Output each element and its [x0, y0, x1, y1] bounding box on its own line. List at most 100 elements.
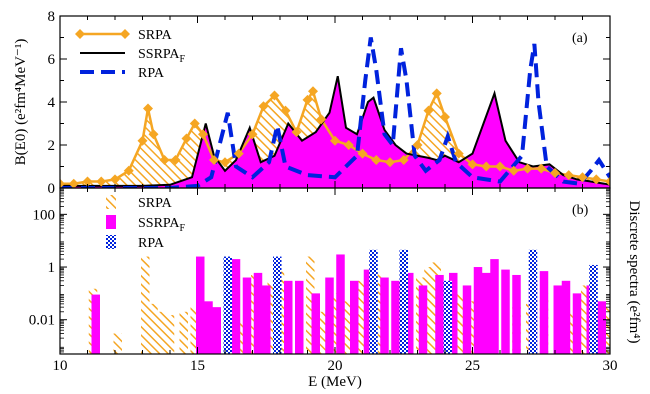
ssrpa-bar — [561, 280, 571, 354]
srpa-point — [308, 86, 318, 97]
panel-a-plot-area — [60, 37, 610, 188]
srpa-point — [536, 163, 547, 174]
rpa-bar — [369, 249, 378, 354]
ssrpa-bar — [473, 267, 483, 354]
srpa-point — [148, 129, 159, 140]
ssrpa-bar — [336, 254, 345, 354]
srpa-point — [96, 176, 107, 187]
legend-label-ssrpa: SSRPAF — [138, 47, 186, 65]
rpa-line — [60, 37, 610, 188]
panel-a-y-tick-label: 8 — [48, 9, 56, 25]
ssrpa-bar — [311, 293, 320, 354]
srpa-point — [137, 135, 148, 146]
ssrpa-bar — [325, 277, 334, 354]
legend-rpa-bar-swatch — [106, 235, 116, 249]
srpa-point — [357, 148, 368, 159]
srpa-bar — [306, 256, 315, 354]
srpa-bar — [113, 333, 122, 354]
panel-b-plot-area — [88, 249, 610, 354]
srpa-point — [371, 155, 382, 166]
srpa-point — [280, 105, 291, 116]
srpa-point — [550, 167, 560, 178]
srpa-bar — [179, 311, 188, 354]
panel-b-label: (b) — [572, 203, 589, 218]
rpa-bar — [399, 249, 408, 354]
ssrpa-bar — [449, 272, 458, 354]
panel-a-y-tick-label: 0 — [48, 181, 56, 197]
srpa-point — [258, 101, 269, 112]
ssrpa-bar — [553, 285, 562, 354]
rpa-bar — [528, 249, 538, 354]
ssrpa-bar — [462, 285, 472, 354]
ssrpa-bar — [597, 301, 606, 354]
ssrpa-bar — [405, 272, 414, 354]
legend-label-srpa: SRPA — [138, 196, 173, 211]
panel-a-label: (a) — [572, 31, 588, 46]
panel-b-legend: SRPA SSRPAF RPA — [106, 195, 186, 251]
srpa-bar — [581, 285, 590, 354]
srpa-point — [123, 165, 134, 176]
srpa-bar — [358, 280, 367, 354]
ssrpa-bar — [204, 301, 213, 354]
ssrpa-bar — [418, 285, 428, 354]
x-tick-label: 20 — [328, 358, 343, 374]
srpa-point — [330, 135, 340, 146]
srpa-point — [82, 176, 93, 187]
srpa-point — [233, 148, 244, 159]
srpa-bar — [141, 256, 150, 354]
srpa-point — [220, 157, 230, 168]
legend-srpa-bar-swatch — [106, 195, 116, 209]
panel-b-frame — [59, 187, 611, 355]
srpa-point — [385, 157, 395, 168]
legend-srpa-marker — [75, 29, 85, 39]
srpa-bar — [319, 311, 329, 354]
rpa-bar — [443, 280, 452, 354]
panel-b-y-axis-label: Discrete spectra (e²fm⁴) — [626, 201, 642, 344]
srpa-point — [605, 176, 610, 187]
x-tick-label: 25 — [465, 358, 480, 374]
ssrpa-line — [60, 75, 610, 187]
srpa-point — [481, 161, 492, 172]
srpa-point — [247, 129, 258, 140]
rpa-bar — [273, 256, 282, 354]
srpa-point — [189, 118, 200, 129]
srpa-point — [440, 112, 450, 123]
srpa-point — [316, 114, 327, 125]
srpa-bar — [457, 293, 466, 354]
ssrpa-bar — [212, 307, 221, 354]
ssrpa-bar — [482, 272, 491, 354]
ssrpa-bar — [539, 271, 549, 354]
srpa-point — [159, 155, 170, 166]
srpa-point — [343, 140, 354, 150]
srpa-point — [495, 161, 505, 172]
srpa-point — [431, 88, 442, 99]
srpa-point — [563, 170, 574, 181]
srpa-bar — [157, 311, 166, 354]
srpa-point — [412, 140, 423, 150]
rpa-bar — [589, 264, 598, 354]
rpa-bar — [223, 256, 232, 354]
ssrpa-bar — [350, 280, 359, 354]
srpa-point — [170, 155, 181, 166]
srpa-bar — [344, 301, 353, 354]
legend-srpa-marker — [120, 29, 130, 39]
x-tick-label: 30 — [603, 358, 618, 374]
ssrpa-bar — [380, 277, 389, 354]
srpa-point — [577, 172, 588, 183]
ssrpa-bar — [490, 259, 499, 354]
srpa-bar — [190, 307, 199, 354]
ssrpa-bar — [295, 280, 304, 354]
srpa-bar — [149, 303, 158, 354]
legend-ssrpa-bar-swatch — [106, 215, 116, 229]
ssrpa-bar — [363, 269, 373, 354]
ssrpa-bar — [196, 256, 205, 354]
srpa-point — [68, 178, 79, 188]
ssrpa-bar — [435, 274, 444, 354]
srpa-bar — [237, 319, 246, 354]
panel-a-y-tick-label: 4 — [48, 95, 56, 111]
srpa-point — [291, 127, 302, 138]
ssrpa-bar — [231, 259, 241, 354]
x-tick-label: 10 — [53, 358, 68, 374]
panel-b: 0.01 1 100 10 15 20 25 30 — [29, 188, 618, 374]
